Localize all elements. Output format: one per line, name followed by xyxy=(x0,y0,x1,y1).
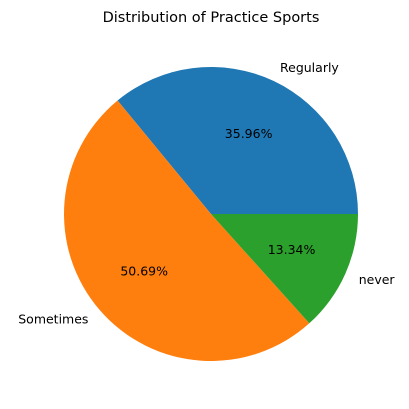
slice-label-sometimes: Sometimes xyxy=(18,311,88,326)
pie-labels: Regularly 35.96% Sometimes 50.69% never 13.34… xyxy=(18,60,395,327)
pie-slice-sometimes xyxy=(64,100,310,362)
percent-label-sometimes: 50.69% xyxy=(120,264,168,279)
percent-label-never: 13.34% xyxy=(268,242,316,257)
chart-title: Distribution of Practice Sports xyxy=(103,10,320,26)
pie-slice-regularly xyxy=(117,67,359,214)
pie-slices xyxy=(64,67,359,362)
pie-slice-never xyxy=(211,214,358,324)
slice-label-never: never xyxy=(359,272,396,287)
slice-label-regularly: Regularly xyxy=(280,60,339,75)
percent-label-regularly: 35.96% xyxy=(225,126,273,141)
